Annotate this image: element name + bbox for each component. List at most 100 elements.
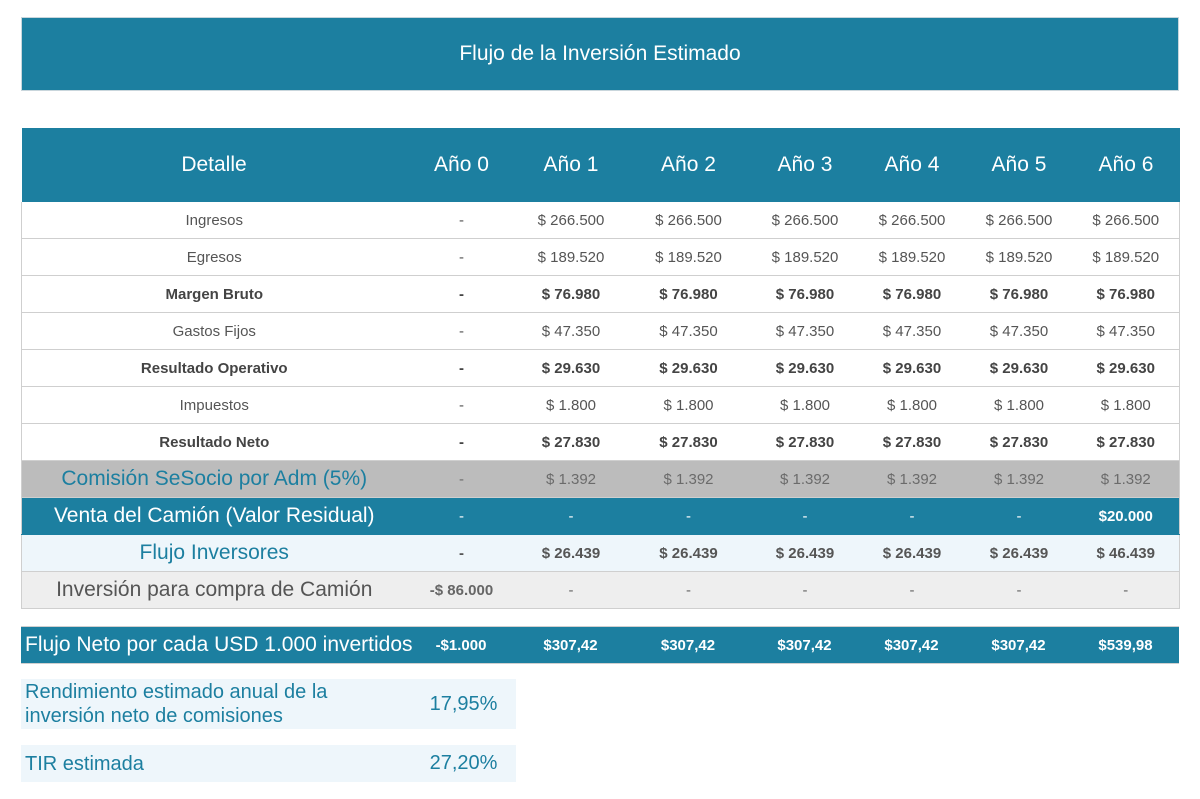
cell: $ 76.980 (516, 275, 626, 313)
cell: $ 29.630 (1072, 349, 1180, 387)
cell: $ 46.439 (1072, 534, 1180, 572)
flujo-neto-cell: $307,42 (965, 626, 1072, 664)
cell: $ 27.830 (1072, 423, 1180, 461)
cell: - (406, 349, 517, 387)
flujo-neto-row: Flujo Neto por cada USD 1.000 invertidos… (21, 626, 1179, 664)
cell: $ 266.500 (1072, 202, 1180, 239)
cell: $ 26.439 (625, 534, 752, 572)
cell: - (858, 571, 966, 609)
cell: $ 47.350 (858, 312, 966, 350)
cell: $ 266.500 (625, 202, 752, 239)
row-flujo-inversores: Flujo Inversores - $ 26.439 $ 26.439 $ 2… (21, 534, 1180, 572)
cell: - (406, 238, 517, 276)
header-year-6: Año 6 (1072, 128, 1180, 202)
cell: $ 266.500 (965, 202, 1073, 239)
tir-value: 27,20% (429, 752, 498, 774)
cell: $ 47.350 (516, 312, 626, 350)
row-inversion-camion: Inversión para compra de Camión -$ 86.00… (21, 571, 1180, 609)
cell: $20.000 (1072, 497, 1180, 535)
cell: $ 29.630 (625, 349, 752, 387)
cell: - (406, 423, 517, 461)
header-year-2: Año 2 (625, 128, 752, 202)
cell: $ 26.439 (516, 534, 626, 572)
row-label: Impuestos (21, 386, 407, 424)
cell: $ 1.392 (516, 460, 626, 498)
cell: $ 47.350 (965, 312, 1073, 350)
cell: $ 1.800 (751, 386, 859, 424)
header-year-3: Año 3 (751, 128, 859, 202)
cell: $ 76.980 (965, 275, 1073, 313)
flujo-neto-cell: $307,42 (625, 626, 751, 664)
cell: - (625, 571, 752, 609)
row-label: Resultado Operativo (21, 349, 407, 387)
row-comision: Comisión SeSocio por Adm (5%) - $ 1.392 … (21, 460, 1180, 498)
cell: $ 1.392 (751, 460, 859, 498)
cell: - (406, 534, 517, 572)
flujo-neto-cell: -$1.000 (406, 626, 516, 664)
row-margen-bruto: Margen Bruto - $ 76.980 $ 76.980 $ 76.98… (21, 275, 1180, 313)
cell: - (406, 497, 517, 535)
cell: $ 1.392 (1072, 460, 1180, 498)
rendimiento-box: Rendimiento estimado anual de la inversi… (21, 679, 516, 729)
header-detalle: Detalle (21, 128, 407, 202)
cell: $ 29.630 (858, 349, 966, 387)
cell: - (516, 571, 626, 609)
cell: $ 189.520 (625, 238, 752, 276)
flujo-neto-cell: $307,42 (858, 626, 965, 664)
row-venta-camion: Venta del Camión (Valor Residual) - - - … (21, 497, 1180, 535)
cell: $ 266.500 (751, 202, 859, 239)
cell: $ 1.800 (965, 386, 1073, 424)
row-resultado-operativo: Resultado Operativo - $ 29.630 $ 29.630 … (21, 349, 1180, 387)
cell: $ 47.350 (625, 312, 752, 350)
cell: $ 76.980 (1072, 275, 1180, 313)
cell: - (406, 275, 517, 313)
cell: $ 1.800 (858, 386, 966, 424)
cell: $ 76.980 (858, 275, 966, 313)
header-year-1: Año 1 (516, 128, 626, 202)
cell: $ 1.800 (625, 386, 752, 424)
row-label: Comisión SeSocio por Adm (5%) (21, 460, 407, 498)
table-header-row: Detalle Año 0 Año 1 Año 2 Año 3 Año 4 Añ… (21, 128, 1180, 202)
row-label: Margen Bruto (21, 275, 407, 313)
cell: $ 266.500 (516, 202, 626, 239)
row-label: Venta del Camión (Valor Residual) (21, 497, 407, 535)
row-impuestos: Impuestos - $ 1.800 $ 1.800 $ 1.800 $ 1.… (21, 386, 1180, 424)
cell: $ 189.520 (751, 238, 859, 276)
cell: $ 1.800 (516, 386, 626, 424)
row-gastos-fijos: Gastos Fijos - $ 47.350 $ 47.350 $ 47.35… (21, 312, 1180, 350)
cell: - (406, 460, 517, 498)
row-ingresos: Ingresos - $ 266.500 $ 266.500 $ 266.500… (21, 202, 1180, 239)
flujo-neto-label: Flujo Neto por cada USD 1.000 invertidos (21, 626, 413, 664)
cell: $ 27.830 (625, 423, 752, 461)
cell: $ 1.392 (625, 460, 752, 498)
cell: $ 27.830 (516, 423, 626, 461)
cell: - (858, 497, 966, 535)
cell: $ 29.630 (965, 349, 1073, 387)
cell: - (625, 497, 752, 535)
cell: $ 27.830 (965, 423, 1073, 461)
cell: $ 26.439 (965, 534, 1073, 572)
cell: $ 1.392 (965, 460, 1073, 498)
cell: $ 76.980 (625, 275, 752, 313)
investment-flow-table: Detalle Año 0 Año 1 Año 2 Año 3 Año 4 Añ… (21, 128, 1180, 609)
cell: - (406, 202, 517, 239)
cell: $ 189.520 (965, 238, 1073, 276)
cell: $ 266.500 (858, 202, 966, 239)
cell: $ 189.520 (858, 238, 966, 276)
cell: $ 26.439 (858, 534, 966, 572)
flujo-neto-cell: $539,98 (1072, 626, 1179, 664)
cell: - (406, 386, 517, 424)
cell: - (516, 497, 626, 535)
row-label: Inversión para compra de Camión (21, 571, 407, 609)
cell: - (965, 571, 1073, 609)
cell: - (751, 497, 859, 535)
tir-label: TIR estimada (25, 752, 144, 775)
cell: $ 29.630 (751, 349, 859, 387)
cell: $ 189.520 (1072, 238, 1180, 276)
page-title: Flujo de la Inversión Estimado (21, 17, 1179, 91)
cell: $ 189.520 (516, 238, 626, 276)
cell: $ 27.830 (751, 423, 859, 461)
rendimiento-value: 17,95% (429, 692, 498, 715)
cell: $ 1.392 (858, 460, 966, 498)
row-label: Flujo Inversores (21, 534, 407, 572)
